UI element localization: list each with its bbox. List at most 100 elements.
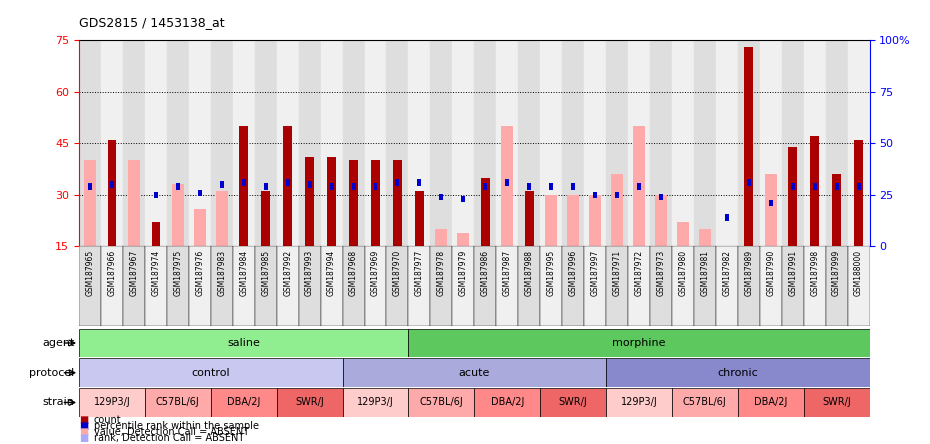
Bar [211,246,232,326]
Bar [393,160,402,246]
Text: GSM187976: GSM187976 [195,250,205,296]
Bar [694,40,716,246]
Bar [232,246,255,326]
Text: DBA/2J: DBA/2J [490,397,524,408]
Bar [804,40,826,246]
Bar [810,136,819,246]
Text: GSM187989: GSM187989 [744,250,753,296]
Bar [518,40,540,246]
Bar [764,174,777,246]
Bar [219,182,224,187]
Bar [804,388,870,417]
Bar [321,246,342,326]
Bar [166,246,189,326]
Bar [804,246,826,326]
Bar [474,388,540,417]
Bar [176,183,179,190]
Bar [431,40,452,246]
Bar [145,40,166,246]
Bar [474,40,497,246]
Text: rank, Detection Call = ABSENT: rank, Detection Call = ABSENT [94,433,245,443]
Text: GSM187998: GSM187998 [810,250,819,296]
Text: GSM187971: GSM187971 [613,250,621,296]
Bar [352,183,355,190]
Bar [284,126,292,246]
Text: C57BL/6J: C57BL/6J [419,397,463,408]
Text: GSM187968: GSM187968 [349,250,358,296]
Text: control: control [192,368,230,378]
Text: GSM187972: GSM187972 [634,250,644,296]
Bar [461,196,465,202]
Bar [540,40,562,246]
Bar [342,40,365,246]
Bar [501,126,513,246]
Bar [637,183,641,190]
Bar [431,246,452,326]
Text: GSM187978: GSM187978 [437,250,445,296]
Bar [694,246,716,326]
Bar [299,40,321,246]
Bar [189,40,211,246]
Bar [79,388,145,417]
Bar [152,222,160,246]
Text: 129P3/J: 129P3/J [620,397,658,408]
Text: GSM187992: GSM187992 [283,250,292,296]
Bar [418,179,421,186]
Bar [540,388,606,417]
Bar [193,209,206,246]
Bar [655,195,667,246]
Bar [145,388,211,417]
Bar [847,246,870,326]
Bar [329,183,334,190]
Text: GSM187980: GSM187980 [678,250,687,296]
Text: acute: acute [458,368,490,378]
Text: GSM187987: GSM187987 [503,250,512,296]
Bar [458,233,470,246]
Bar [387,246,408,326]
Text: GSM187983: GSM187983 [218,250,226,296]
Text: GSM187991: GSM187991 [789,250,797,296]
Text: C57BL/6J: C57BL/6J [156,397,200,408]
Bar [327,157,336,246]
Text: GSM187996: GSM187996 [568,250,578,296]
Bar [615,192,619,198]
Bar [395,179,399,186]
Bar [277,246,299,326]
Text: GSM187975: GSM187975 [173,250,182,296]
Bar [606,40,628,246]
Bar [671,388,737,417]
Bar [760,246,782,326]
Bar [790,183,794,190]
Bar [435,229,447,246]
Bar [562,40,584,246]
Bar [545,195,557,246]
Bar [518,246,540,326]
Text: SWR/J: SWR/J [559,397,588,408]
Bar [261,191,270,246]
Text: ■: ■ [79,433,88,443]
Bar [854,140,863,246]
Bar [166,40,189,246]
Bar [584,40,606,246]
Bar [789,147,797,246]
Bar [123,40,145,246]
Bar [198,190,202,196]
Bar [606,388,671,417]
Bar [724,214,729,221]
Bar [79,40,101,246]
Bar [84,160,96,246]
Bar [110,182,114,187]
Text: agent: agent [42,338,74,348]
Text: GSM187970: GSM187970 [393,250,402,296]
Text: count: count [94,416,122,425]
Bar [671,246,694,326]
Text: GSM187969: GSM187969 [371,250,380,296]
Text: chronic: chronic [717,368,758,378]
Text: SWR/J: SWR/J [295,397,324,408]
Bar [342,246,365,326]
Bar [606,358,870,387]
Bar [211,40,232,246]
Bar [342,358,606,387]
Text: GSM187997: GSM187997 [591,250,600,296]
Bar [782,40,804,246]
